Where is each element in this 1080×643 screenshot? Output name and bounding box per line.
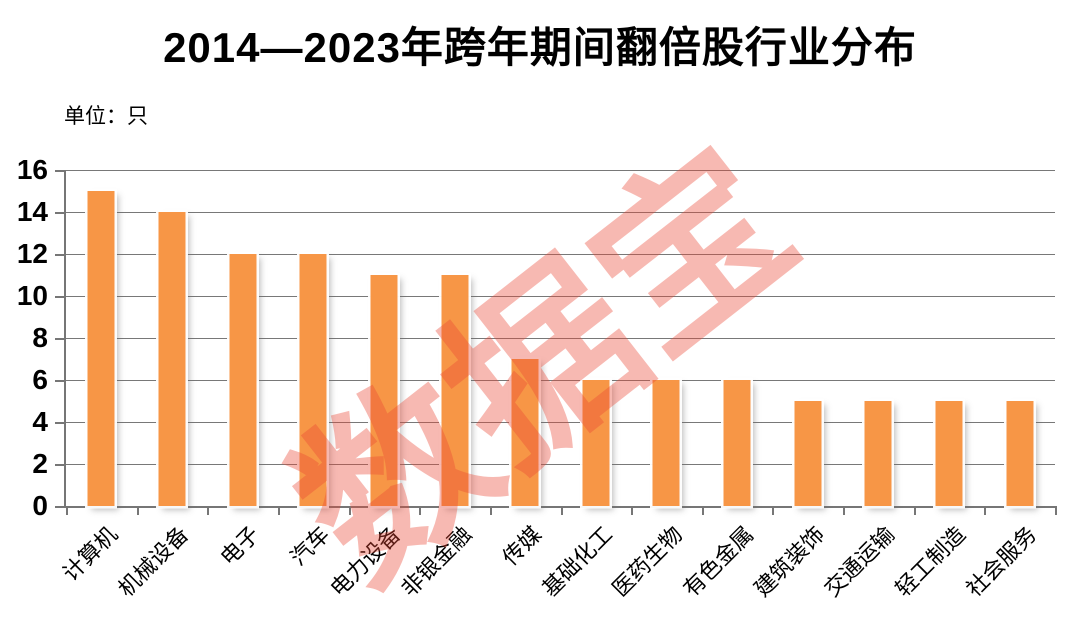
bar-计算机: [87, 191, 115, 506]
x-tick-mark: [489, 506, 492, 515]
bar-slot: 医药生物: [608, 170, 702, 601]
bar-slot: 机械设备: [113, 170, 208, 601]
bar-slot: 轻工制造: [890, 170, 985, 601]
y-tick-mark: [55, 254, 66, 256]
x-category-label: 汽车: [285, 521, 335, 571]
x-category-label: 电力设备: [325, 521, 406, 602]
unit-label: 单位：只: [64, 104, 148, 128]
x-category-label: 电子: [215, 521, 264, 571]
bar-有色金属: [723, 380, 751, 506]
x-tick-mark: [913, 506, 916, 515]
bar-slot: 基础化工: [537, 170, 631, 601]
x-category-label: 基础化工: [537, 521, 618, 602]
bar-传媒: [511, 359, 539, 506]
x-category-label: 社会服务: [960, 521, 1041, 602]
gridline: [66, 212, 1055, 213]
x-tick-mark: [772, 506, 775, 515]
y-tick-mark: [55, 212, 66, 214]
y-tick-mark: [55, 296, 66, 298]
x-tick-mark: [207, 506, 210, 515]
bar-slot: 交通运输: [820, 170, 914, 601]
y-tick-mark: [55, 464, 66, 466]
x-category-label: 建筑装饰: [749, 521, 829, 602]
x-tick-mark: [419, 506, 422, 515]
bar-slot: 汽车: [278, 170, 349, 570]
x-category-label: 交通运输: [819, 521, 900, 602]
bar-电力设备: [370, 275, 398, 506]
bar-社会服务: [1006, 401, 1034, 506]
bar-slot: 电力设备: [325, 170, 420, 601]
x-tick-mark: [277, 506, 280, 515]
bar-医药生物: [652, 380, 680, 506]
bar-slot: 传媒: [490, 170, 561, 570]
x-tick-mark: [984, 506, 987, 515]
gridline: [66, 380, 1055, 381]
chart-title: 2014—2023年跨年期间翻倍股行业分布: [163, 24, 917, 71]
x-tick-mark: [560, 506, 563, 515]
y-tick-mark: [55, 506, 66, 508]
x-category-label: 非银金融: [395, 521, 476, 602]
bar-轻工制造: [935, 401, 963, 506]
bar-slot: 有色金属: [678, 170, 773, 601]
y-tick-label: 4: [32, 406, 48, 437]
x-tick-mark: [136, 506, 139, 515]
bar-非银金融: [441, 275, 469, 506]
gridline: [66, 338, 1055, 339]
bar-slot: 社会服务: [961, 170, 1055, 601]
x-tick-mark: [631, 506, 634, 515]
x-category-label: 医药生物: [607, 521, 688, 602]
y-tick-label: 14: [16, 196, 48, 227]
bar-汽车: [299, 254, 327, 506]
bar-slot: 建筑装饰: [749, 170, 843, 601]
gridline: [66, 296, 1055, 297]
bar-slot: 非银金融: [396, 170, 490, 601]
bars-row: 计算机 机械设备 电子 汽车 电力设备 非银金融 传媒 基础化工 医药生物 有色金属 建筑装饰 交通运…: [58, 170, 1055, 601]
y-tick-label: 10: [16, 280, 48, 311]
x-tick-mark: [348, 506, 351, 515]
bar-交通运输: [864, 401, 892, 506]
x-category-label: 轻工制造: [890, 521, 971, 602]
x-tick-mark: [66, 506, 68, 515]
gridline: [66, 170, 1055, 171]
bar-基础化工: [582, 380, 610, 506]
y-tick-mark: [55, 380, 66, 382]
plot-area: 计算机 机械设备 电子 汽车 电力设备 非银金融 传媒 基础化工 医药生物 有色金属 建筑装饰 交通运…: [17, 156, 1057, 601]
bar-电子: [229, 254, 257, 506]
bar-建筑装饰: [794, 401, 822, 506]
y-tick-label: 8: [32, 322, 48, 353]
x-tick-mark: [701, 506, 704, 515]
bar-slot: 计算机: [58, 170, 137, 586]
gridline: [66, 254, 1055, 255]
y-tick-label: 16: [16, 154, 48, 185]
gridline: [66, 422, 1055, 423]
y-tick-label: 12: [16, 238, 48, 269]
x-tick-mark: [843, 506, 846, 515]
x-category-label: 有色金属: [678, 521, 759, 602]
x-category-label: 传媒: [497, 521, 547, 571]
y-tick-mark: [55, 422, 66, 424]
y-tick-mark: [55, 170, 66, 172]
y-tick-mark: [55, 338, 66, 340]
x-tick-mark: [1055, 506, 1057, 515]
y-tick-label: 6: [32, 364, 48, 395]
y-tick-label: 2: [32, 448, 48, 479]
bar-slot: 电子: [207, 170, 278, 570]
x-category-label: 机械设备: [113, 521, 194, 602]
bar-机械设备: [158, 212, 186, 506]
gridline: [66, 464, 1055, 465]
y-tick-label: 0: [32, 490, 48, 521]
